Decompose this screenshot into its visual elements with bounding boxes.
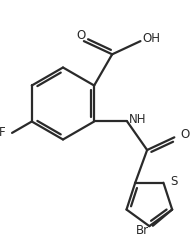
Text: F: F <box>0 126 6 139</box>
Text: O: O <box>181 128 190 141</box>
Text: S: S <box>170 175 177 188</box>
Text: Br: Br <box>136 224 149 237</box>
Text: O: O <box>77 29 86 42</box>
Text: NH: NH <box>129 113 147 125</box>
Text: OH: OH <box>142 32 160 45</box>
